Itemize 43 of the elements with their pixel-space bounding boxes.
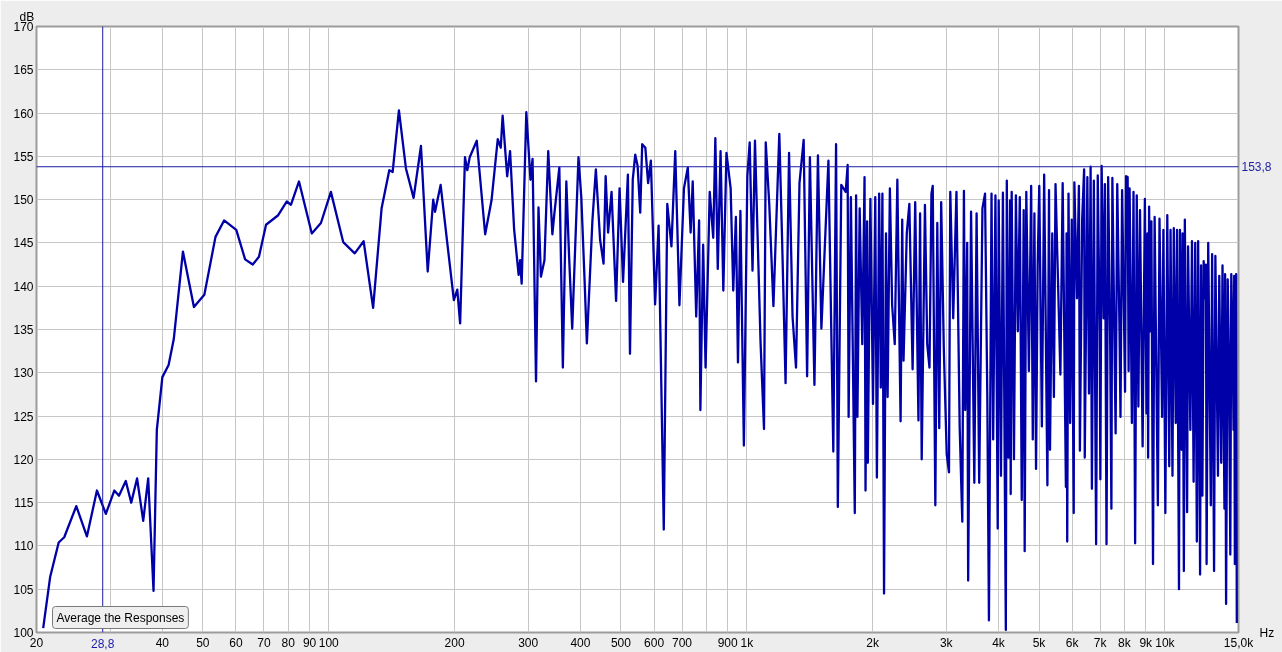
y-tick-label: 155 (13, 149, 34, 164)
x-tick-label: 15,0k (1223, 635, 1255, 650)
x-tick-label: 500 (610, 635, 632, 650)
x-tick-label: 300 (518, 635, 539, 650)
y-tick-label: 100 (13, 626, 34, 640)
y-tick-label: 130 (13, 366, 34, 381)
y-tick-label: 125 (13, 409, 34, 424)
x-tick-label: 200 (444, 635, 465, 650)
y-tick-label: 115 (14, 496, 34, 511)
x-tick-label: 60 (229, 635, 243, 650)
y-tick-label: 110 (14, 539, 34, 554)
ref-line-label: 28,8 (91, 636, 115, 651)
x-tick-label: 80 (281, 635, 296, 650)
y-tick-label: 120 (13, 452, 34, 467)
x-tick-label: 1k (740, 635, 755, 650)
x-tick-label: 8k (1118, 635, 1132, 650)
x-tick-label: 700 (672, 635, 693, 650)
x-tick-label: 10k (1155, 635, 1176, 650)
annotation: Average the Responses (56, 610, 185, 625)
y-tick-label: 135 (13, 323, 34, 337)
y-tick-label: 105 (13, 582, 34, 597)
x-tick-label: 6k (1065, 635, 1080, 650)
x-tick-label: 2k (866, 635, 880, 650)
x-tick-label: 9k (1139, 635, 1154, 650)
x-tick-label: 4k (992, 635, 1006, 650)
x-tick-label: 50 (196, 635, 210, 650)
x-tick-label: 70 (257, 635, 271, 650)
x-axis-title: Hz (1259, 625, 1275, 640)
y-tick-label: 160 (13, 106, 34, 121)
y-tick-label: 150 (13, 193, 34, 208)
ref-line-label: 153,8 (1241, 160, 1272, 175)
y-tick-label: 140 (13, 279, 34, 294)
x-tick-label: 40 (155, 635, 170, 650)
y-tick-label: 145 (13, 236, 34, 251)
x-tick-label: 400 (570, 635, 591, 650)
x-tick-label: 600 (644, 635, 665, 650)
x-tick-label: 5k (1032, 635, 1047, 650)
x-tick-label: 7k (1093, 635, 1108, 650)
x-tick-label: 900 (717, 635, 739, 650)
x-tick-label: 3k (939, 635, 954, 650)
y-tick-label: 165 (13, 63, 34, 78)
x-tick-label: 100 (318, 635, 340, 650)
x-tick-label: 90 (302, 635, 317, 650)
